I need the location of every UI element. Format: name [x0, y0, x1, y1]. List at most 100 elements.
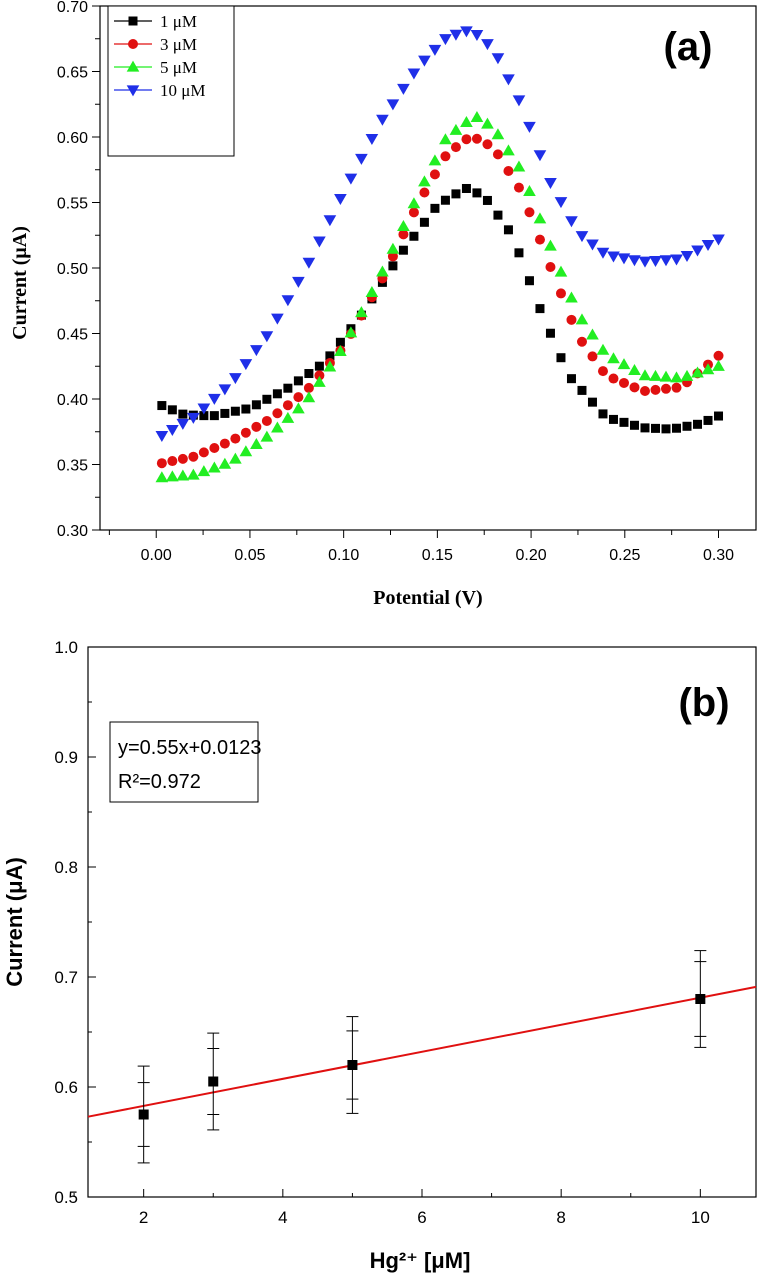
data-point: [638, 369, 652, 381]
data-point: [355, 306, 368, 318]
data-point: [629, 382, 640, 393]
data-point: [387, 251, 398, 262]
data-point: [628, 364, 641, 376]
y-tick-label: 0.30: [57, 523, 88, 540]
legend-label: 5 μM: [160, 58, 197, 77]
data-point: [187, 468, 200, 480]
data-point: [575, 313, 589, 325]
data-point: [388, 261, 398, 271]
data-point: [513, 182, 524, 193]
data-point: [229, 452, 242, 464]
series-3: [155, 111, 725, 483]
y-tick-label: 0.7: [54, 968, 78, 987]
data-point: [347, 1060, 358, 1070]
data-point: [271, 313, 284, 325]
x-tick-label: 0.30: [703, 547, 734, 564]
data-point: [470, 111, 484, 123]
data-point-group: [207, 1032, 220, 1131]
data-point: [691, 366, 704, 378]
data-point: [545, 261, 556, 272]
data-point: [450, 142, 461, 153]
data-point: [638, 256, 652, 268]
data-point: [472, 188, 482, 198]
data-point: [534, 234, 545, 245]
data-point: [712, 234, 725, 246]
data-point: [565, 291, 578, 303]
data-point: [628, 255, 641, 267]
data-point: [155, 431, 169, 443]
data-point: [167, 405, 177, 415]
fit-annotation-box: [109, 721, 259, 803]
data-point: [439, 34, 452, 46]
data-point: [596, 247, 610, 259]
data-point: [544, 178, 557, 190]
fit-r-squared: R²=0.972: [118, 771, 201, 793]
data-point: [649, 369, 662, 381]
data-point: [566, 314, 577, 325]
data-point: [629, 420, 639, 430]
data-point: [701, 240, 715, 252]
data-point-group: [346, 1016, 359, 1114]
data-point: [355, 153, 368, 165]
panel-a-xlabel: Potential (V): [373, 587, 482, 609]
data-point: [577, 385, 587, 395]
data-point: [208, 393, 221, 405]
data-point: [659, 370, 673, 382]
data-point: [313, 375, 326, 387]
data-point: [304, 369, 314, 379]
data-point: [650, 384, 661, 395]
data-point: [260, 331, 274, 343]
data-point: [587, 397, 597, 407]
data-point: [556, 353, 566, 363]
data-point: [281, 411, 295, 423]
data-point: [545, 328, 555, 338]
data-point: [703, 415, 713, 425]
legend-marker: [128, 16, 138, 26]
data-point-group: [694, 950, 707, 1048]
data-point: [262, 394, 272, 404]
data-point: [512, 160, 526, 172]
data-point: [618, 377, 629, 388]
data-point: [680, 369, 694, 381]
y-tick-label: 0.65: [57, 65, 88, 82]
data-point: [619, 417, 629, 427]
data-point: [409, 231, 419, 241]
data-point: [178, 409, 188, 419]
y-tick-label: 0.70: [57, 0, 88, 16]
data-point: [461, 183, 471, 193]
data-point: [503, 166, 514, 177]
data-point: [408, 207, 419, 218]
data-point: [251, 400, 261, 410]
legend-label: 3 μM: [160, 35, 197, 54]
data-point: [430, 203, 440, 213]
data-point: [230, 406, 240, 416]
data-point: [397, 83, 410, 95]
data-point: [230, 433, 241, 444]
legend-label: 10 μM: [160, 81, 205, 100]
panel-a-legend: 1 μM 3 μM 5 μM 10 μM: [114, 12, 205, 100]
data-point: [680, 251, 694, 263]
data-point: [292, 402, 305, 414]
data-point: [334, 345, 347, 357]
data-point: [492, 149, 503, 160]
data-point: [607, 251, 620, 263]
data-point: [418, 175, 431, 187]
data-point: [482, 195, 492, 205]
data-point: [565, 216, 578, 228]
y-tick-label: 0.60: [57, 130, 88, 147]
data-point: [503, 225, 513, 235]
data-point: [344, 326, 358, 338]
data-point: [639, 385, 650, 396]
data-point: [597, 366, 608, 377]
data-point: [397, 219, 410, 231]
data-point: [167, 456, 178, 467]
data-point: [176, 469, 190, 481]
data-point: [617, 253, 631, 265]
data-point: [292, 276, 305, 288]
y-tick-label: 0.35: [57, 458, 88, 475]
series-4: [155, 26, 725, 443]
data-point: [272, 408, 283, 419]
data-point: [714, 411, 724, 421]
data-point: [671, 382, 682, 393]
